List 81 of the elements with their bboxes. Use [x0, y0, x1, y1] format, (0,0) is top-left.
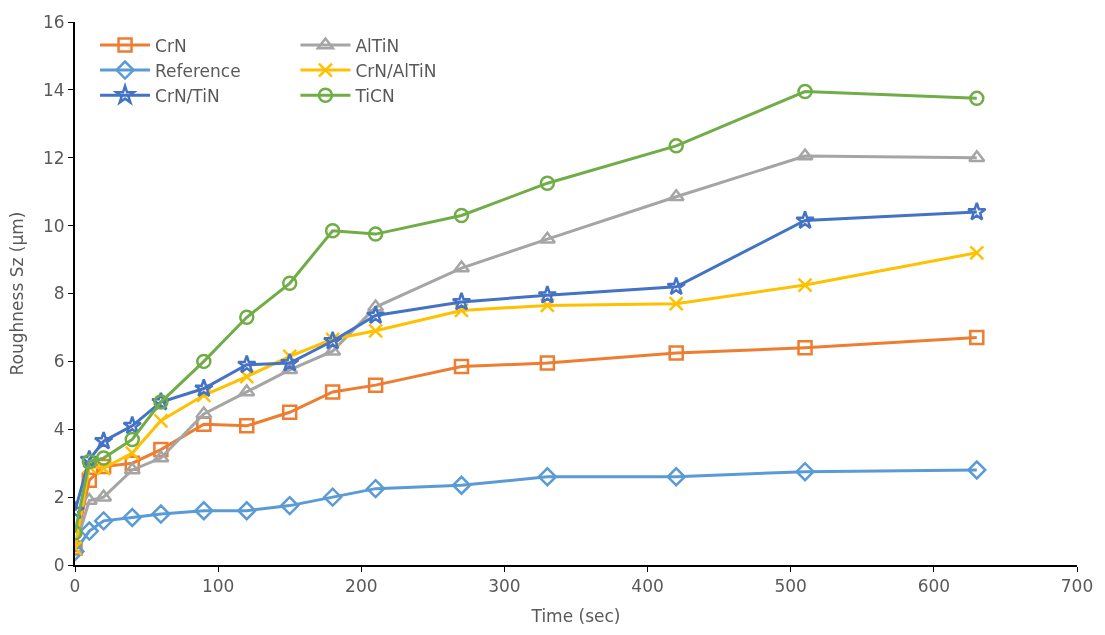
point — [93, 511, 114, 531]
point — [967, 460, 987, 480]
point — [95, 450, 112, 466]
y-axis-title: Roughness Sz (µm) — [7, 211, 28, 376]
y-tick-label: 10 — [42, 215, 65, 236]
legend-label: CrN/TiN — [155, 85, 220, 106]
x-tick-label: 600 — [917, 576, 951, 597]
point — [367, 323, 384, 339]
y-tick-label: 12 — [42, 147, 65, 168]
point — [796, 148, 814, 161]
point — [280, 495, 300, 516]
y-tick-label: 0 — [53, 554, 65, 575]
x-tick-label: 700 — [1060, 576, 1094, 597]
point — [451, 291, 472, 311]
point — [666, 276, 687, 296]
y-tick-label: 16 — [42, 11, 65, 32]
point — [239, 418, 255, 434]
point — [281, 404, 298, 421]
point — [365, 478, 386, 499]
legend-label: CrN — [155, 35, 187, 56]
point — [322, 487, 343, 507]
point — [239, 309, 255, 325]
point — [968, 150, 986, 163]
point — [453, 207, 470, 224]
x-tick-label: 100 — [201, 576, 235, 597]
y-tick-label: 14 — [42, 79, 65, 100]
point — [365, 305, 386, 325]
legend-label: AlTiN — [355, 35, 400, 56]
point — [122, 415, 143, 435]
point — [196, 353, 212, 370]
point — [668, 138, 684, 154]
point — [238, 384, 256, 397]
x-axis-title: Time (sec) — [530, 606, 621, 627]
point — [453, 358, 470, 375]
point — [966, 201, 987, 221]
point — [124, 431, 141, 448]
point — [969, 329, 985, 346]
y-tick-label: 4 — [53, 419, 65, 440]
y-tick-label: 8 — [53, 283, 65, 304]
point — [797, 83, 813, 100]
point — [194, 501, 214, 521]
legend-label: CrN/AlTiN — [355, 60, 437, 81]
y-tick-label: 6 — [53, 351, 65, 372]
point — [152, 450, 170, 463]
point — [795, 461, 815, 482]
x-tick-label: 200 — [345, 576, 378, 597]
point — [668, 295, 684, 312]
point — [668, 345, 684, 361]
legend-label: TiCN — [354, 85, 395, 106]
point — [969, 245, 985, 261]
y-tick-label: 2 — [53, 487, 65, 508]
point — [237, 501, 257, 521]
point — [153, 413, 169, 429]
x-tick-label: 500 — [774, 576, 807, 597]
point — [666, 467, 686, 487]
point — [451, 475, 472, 495]
point — [324, 384, 341, 400]
point — [281, 275, 298, 292]
point — [279, 352, 300, 372]
point — [324, 222, 341, 239]
legend-label: Reference — [155, 60, 241, 81]
point — [367, 226, 384, 242]
point — [537, 467, 558, 487]
point — [537, 284, 558, 304]
point — [667, 189, 685, 202]
point — [151, 504, 171, 524]
point — [193, 378, 214, 398]
point — [539, 175, 556, 191]
point — [367, 377, 384, 393]
x-tick-label: 300 — [488, 576, 521, 597]
x-tick-label: 0 — [69, 576, 81, 597]
point — [195, 406, 213, 419]
point — [539, 355, 556, 371]
point — [969, 90, 985, 107]
point — [795, 210, 815, 230]
point — [797, 340, 813, 356]
point — [93, 430, 114, 450]
point — [236, 354, 257, 374]
point — [122, 507, 142, 528]
point — [797, 277, 813, 293]
x-tick-label: 400 — [631, 576, 664, 597]
